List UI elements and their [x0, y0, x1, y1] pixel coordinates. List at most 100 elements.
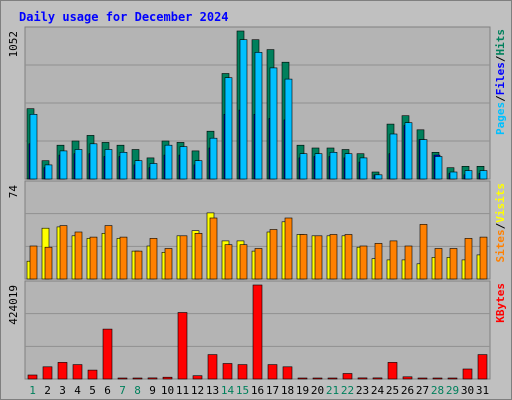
bar-kbytes-day-15 — [237, 364, 248, 380]
y-axis-max-label-kbytes: 424019 — [7, 285, 20, 325]
bar-pages-day-2 — [44, 164, 53, 180]
x-tick-day-7: 7 — [119, 384, 126, 397]
bar-kbytes-day-4 — [72, 364, 83, 380]
bar-pages-day-4 — [74, 149, 83, 180]
bar-kbytes-day-26 — [402, 376, 413, 380]
x-tick-day-21: 21 — [326, 384, 339, 397]
bar-kbytes-day-11 — [177, 312, 188, 380]
bar-sites-day-28 — [434, 248, 443, 280]
bar-sites-day-3 — [59, 225, 68, 280]
bar-kbytes-day-27 — [417, 377, 428, 380]
bar-pages-day-21 — [329, 152, 338, 180]
bar-kbytes-day-18 — [282, 366, 293, 380]
bar-kbytes-day-6 — [102, 328, 113, 380]
bar-pages-day-9 — [149, 163, 158, 180]
bar-pages-day-15 — [239, 39, 248, 180]
bar-kbytes-day-20 — [312, 377, 323, 380]
x-tick-day-31: 31 — [476, 384, 489, 397]
bar-sites-day-1 — [29, 245, 38, 280]
bar-kbytes-day-13 — [207, 354, 218, 380]
bar-sites-day-5 — [89, 236, 98, 280]
x-tick-day-16: 16 — [251, 384, 264, 397]
y-axis-max-label-hits-files-pages: 1052 — [7, 31, 20, 58]
bar-sites-day-26 — [404, 245, 413, 280]
bar-sites-day-22 — [344, 234, 353, 280]
chart-title: Daily usage for December 2024 — [19, 10, 229, 24]
x-tick-day-30: 30 — [461, 384, 474, 397]
bar-pages-day-11 — [179, 146, 188, 180]
bar-sites-day-27 — [419, 224, 428, 280]
bar-sites-day-24 — [374, 243, 383, 280]
x-tick-day-27: 27 — [416, 384, 429, 397]
bar-sites-day-25 — [389, 240, 398, 280]
legend-item: / — [494, 55, 507, 62]
x-tick-day-9: 9 — [149, 384, 156, 397]
bar-sites-day-10 — [164, 248, 173, 280]
x-tick-day-5: 5 — [89, 384, 96, 397]
legend-item: Pages — [494, 102, 507, 135]
x-tick-day-22: 22 — [341, 384, 354, 397]
x-tick-day-14: 14 — [221, 384, 235, 397]
bar-pages-day-25 — [389, 133, 398, 180]
x-tick-day-2: 2 — [44, 384, 51, 397]
bar-pages-day-8 — [134, 160, 143, 180]
bar-kbytes-day-28 — [432, 377, 443, 380]
bar-kbytes-day-7 — [117, 377, 128, 380]
bar-pages-day-5 — [89, 143, 98, 180]
bar-sites-day-29 — [449, 248, 458, 280]
x-tick-day-15: 15 — [236, 384, 249, 397]
bar-kbytes-day-10 — [162, 376, 173, 380]
bar-sites-day-12 — [194, 233, 203, 280]
bar-pages-day-26 — [404, 122, 413, 180]
x-tick-day-24: 24 — [371, 384, 385, 397]
bar-kbytes-day-19 — [297, 377, 308, 380]
bar-pages-day-27 — [419, 139, 428, 180]
legend-item: / — [494, 95, 507, 102]
x-tick-day-12: 12 — [191, 384, 204, 397]
bar-pages-day-1 — [29, 114, 38, 180]
bar-sites-day-20 — [314, 235, 323, 280]
x-tick-day-3: 3 — [59, 384, 66, 397]
bar-kbytes-day-25 — [387, 362, 398, 380]
bar-pages-day-12 — [194, 160, 203, 180]
bar-kbytes-day-31 — [477, 354, 488, 380]
bar-sites-day-15 — [239, 244, 248, 280]
bar-pages-day-6 — [104, 149, 113, 180]
bar-kbytes-day-29 — [447, 377, 458, 380]
bar-kbytes-day-21 — [327, 377, 338, 380]
bar-sites-day-16 — [254, 248, 263, 280]
bar-sites-day-13 — [209, 217, 218, 280]
bar-pages-day-10 — [164, 144, 173, 180]
bar-sites-day-19 — [299, 234, 308, 280]
x-tick-day-13: 13 — [206, 384, 219, 397]
bar-pages-day-14 — [224, 77, 233, 180]
bar-kbytes-day-16 — [252, 284, 263, 380]
bar-pages-day-19 — [299, 153, 308, 180]
legend-item: Sites — [494, 229, 507, 262]
x-tick-day-11: 11 — [176, 384, 189, 397]
x-tick-day-20: 20 — [311, 384, 324, 397]
bar-sites-day-6 — [104, 225, 113, 280]
bar-kbytes-day-24 — [372, 377, 383, 380]
legend-item: Hits — [494, 29, 507, 56]
x-tick-day-29: 29 — [446, 384, 459, 397]
bar-pages-day-7 — [119, 152, 128, 180]
x-tick-day-28: 28 — [431, 384, 444, 397]
legend-hits-files-pages: Pages/Files/Hits — [494, 29, 507, 135]
bar-sites-day-7 — [119, 236, 128, 280]
legend-item: Files — [494, 62, 507, 95]
bar-sites-day-30 — [464, 238, 473, 280]
bar-sites-day-2 — [44, 246, 53, 280]
legend-item: / — [494, 222, 507, 229]
x-tick-day-1: 1 — [29, 384, 36, 397]
bar-kbytes-day-30 — [462, 368, 473, 380]
bar-sites-day-31 — [479, 236, 488, 280]
bar-sites-day-9 — [149, 238, 158, 280]
bar-pages-day-17 — [269, 67, 278, 180]
legend-item: Visits — [494, 183, 507, 223]
bar-kbytes-day-9 — [147, 377, 158, 380]
bar-sites-day-4 — [74, 231, 83, 280]
bar-sites-day-11 — [179, 235, 188, 280]
bar-kbytes-day-17 — [267, 364, 278, 380]
